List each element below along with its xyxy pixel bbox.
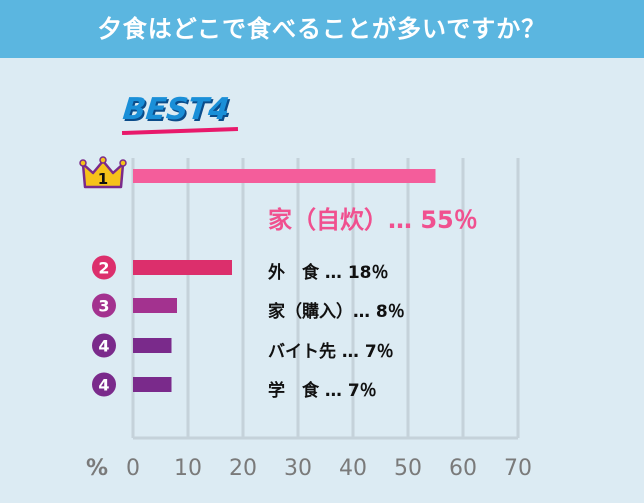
rank-number: 4 [98,337,109,356]
rank-badge [92,372,116,397]
x-tick-label: 50 [394,456,422,481]
bar-value-label: 家（自炊）… 55％ [268,206,478,234]
rank-badge [92,293,116,318]
bar-value-label: 外 食 … 18％ [268,263,389,283]
bar-value-label: 家（購入）… 8％ [268,302,405,322]
bar-value-label: バイト先 … 7％ [268,342,394,362]
x-tick-label: 30 [284,456,312,481]
crown-jewel [119,159,127,167]
header-bar: 夕食はどこで食べることが多いですか？ [0,0,644,58]
x-axis-unit-label: % [86,456,108,481]
bar-value-label: 学 食 … 7％ [268,381,377,401]
x-tick-label: 60 [449,456,477,481]
rank-badge [92,255,116,280]
bar [133,298,177,313]
x-tick-label: 10 [174,456,202,481]
rank-number: 2 [98,259,109,278]
bar [133,377,172,392]
rank-number: 3 [98,297,109,316]
x-tick-label: 20 [229,456,257,481]
chart-title: 夕食はどこで食べることが多いですか？ [97,15,547,43]
x-tick-label: 0 [126,456,140,481]
rank-number: 1 [98,170,108,188]
bar [133,169,436,183]
bar [133,260,232,275]
x-tick-label: 70 [504,456,532,481]
crown-jewel [79,159,87,167]
crown-jewel [99,156,107,164]
x-tick-label: 40 [339,456,367,481]
rank-badge [92,333,116,358]
rank-number: 4 [98,376,109,395]
bar [133,338,172,353]
